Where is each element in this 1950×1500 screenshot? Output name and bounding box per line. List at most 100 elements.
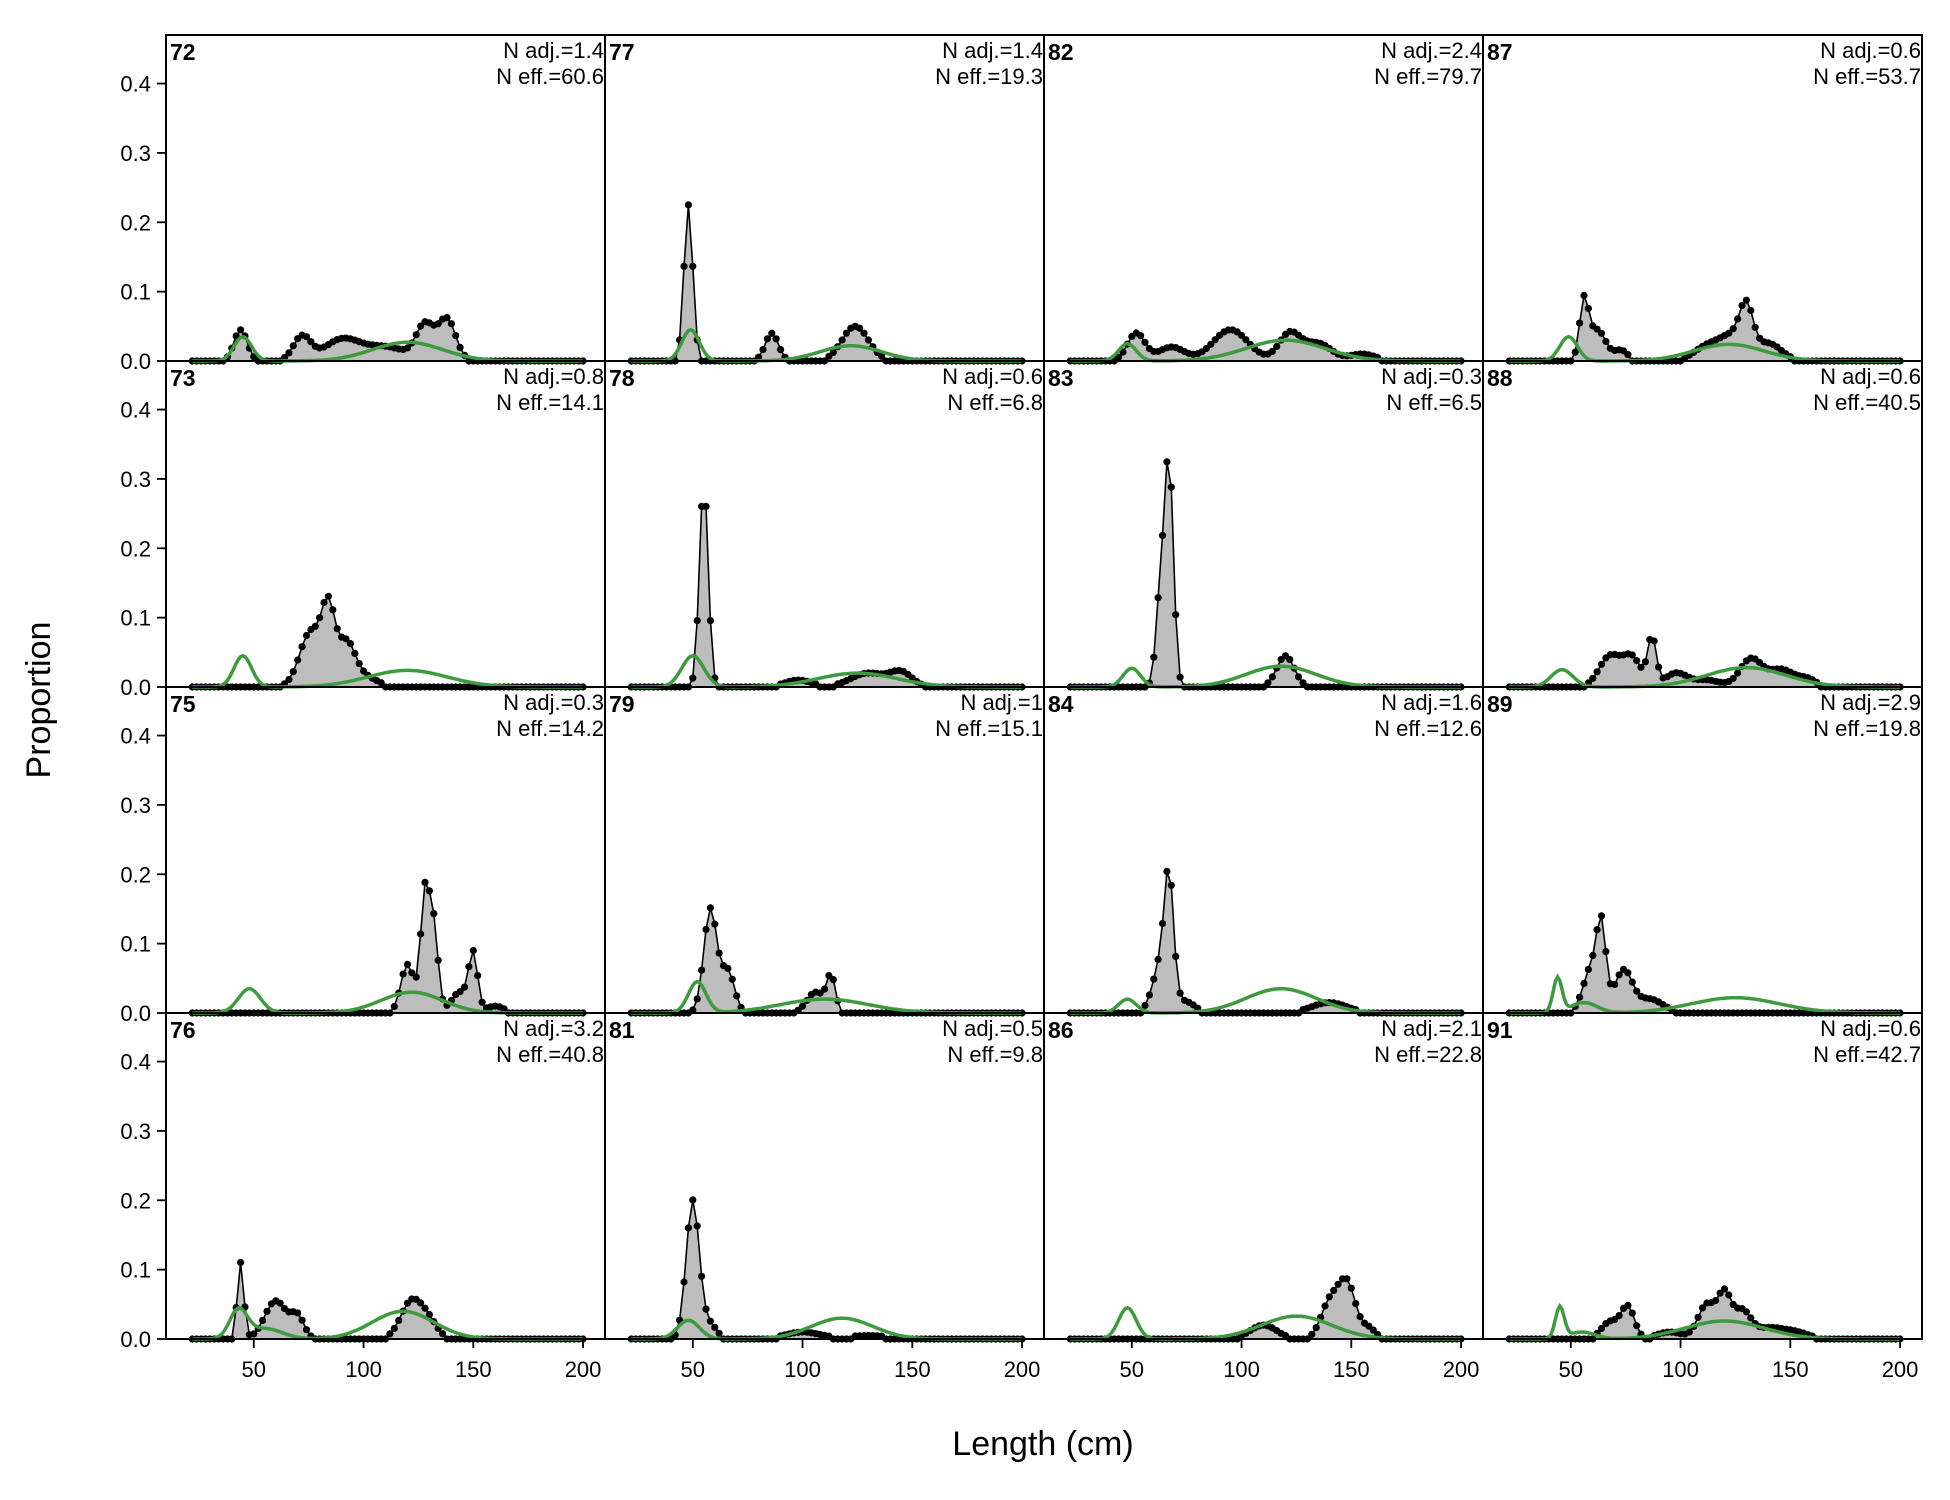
n-eff-text: N eff.=19.3	[935, 64, 1043, 89]
panel-79: 79 N adj.=1N eff.=15.1	[604, 686, 1045, 1017]
observed-point	[1738, 301, 1746, 310]
observed-point	[1615, 971, 1623, 979]
observed-point	[276, 1299, 284, 1307]
observed-point	[1268, 347, 1276, 355]
observed-point	[1286, 655, 1294, 664]
observed-point	[715, 949, 723, 957]
observed-point	[390, 1002, 398, 1011]
panel-label: 86	[1048, 1017, 1074, 1043]
observed-point	[1352, 1300, 1360, 1308]
observed-point	[1295, 673, 1303, 681]
n-eff-text: N eff.=12.6	[1374, 716, 1482, 741]
observed-point	[724, 964, 732, 973]
observed-point	[237, 1258, 245, 1267]
observed-point	[355, 660, 363, 668]
observed-point	[1720, 1285, 1729, 1293]
observed-point	[829, 348, 837, 356]
expected-line	[192, 986, 583, 1015]
observed-point	[1154, 955, 1162, 964]
n-adj-text: N adj.=0.6	[1820, 1016, 1921, 1041]
observed-point	[1167, 881, 1175, 889]
observed-point	[1633, 657, 1641, 665]
panel-label: 76	[170, 1017, 196, 1043]
observed-point	[417, 322, 425, 330]
x-tick-label: 100	[1662, 1357, 1699, 1382]
y-tick-label: 0.2	[120, 1188, 151, 1213]
x-tick-label: 150	[1333, 1357, 1370, 1382]
observed-point	[302, 333, 311, 341]
observed-point	[1597, 912, 1606, 920]
n-adj-text: N adj.=3.2	[503, 1016, 604, 1041]
observed-point	[1334, 1280, 1342, 1288]
observed-point	[1580, 291, 1588, 299]
observed-point	[1163, 458, 1171, 466]
observed-point	[1163, 867, 1171, 876]
n-adj-text: N adj.=1.6	[1381, 690, 1482, 715]
observed-point	[1115, 353, 1123, 361]
observed-point	[1589, 951, 1597, 960]
n-eff-text: N eff.=9.8	[947, 1042, 1043, 1067]
n-adj-text: N adj.=0.8	[503, 364, 604, 389]
observed-point	[1150, 975, 1158, 983]
observed-point	[711, 920, 719, 928]
observed-point	[763, 335, 772, 343]
observed-point	[772, 335, 780, 343]
observed-point	[706, 904, 715, 912]
observed-point	[1615, 1312, 1623, 1320]
observed-point	[478, 998, 486, 1006]
observed-point	[759, 346, 767, 354]
observed-point	[1694, 1313, 1702, 1321]
observed-area	[631, 506, 1023, 687]
panel-label: 88	[1487, 365, 1513, 391]
panel-73: 73 N adj.=0.8N eff.=14.1	[165, 360, 606, 691]
observed-point	[1580, 979, 1588, 988]
panel-label: 73	[170, 365, 196, 391]
observed-point	[1369, 1326, 1377, 1334]
x-tick-label: 100	[1223, 1357, 1260, 1382]
panel-label: 81	[609, 1017, 635, 1043]
observed-point	[302, 631, 311, 640]
observed-point	[1158, 531, 1167, 540]
observed-point	[412, 331, 420, 339]
panel-82: 82 N adj.=2.4N eff.=79.7	[1043, 34, 1484, 365]
observed-point	[698, 1272, 706, 1280]
n-eff-text: N eff.=14.1	[496, 390, 604, 415]
observed-point	[693, 617, 701, 625]
observed-point	[417, 930, 425, 938]
panel-72: 72 N adj.=1.4N eff.=60.6	[165, 34, 606, 365]
x-tick-label: 150	[1772, 1357, 1809, 1382]
x-tick-label: 200	[1443, 1357, 1480, 1382]
observed-point	[1597, 329, 1606, 337]
panel-76: 76 N adj.=3.2N eff.=40.8	[165, 1012, 606, 1343]
observed-point	[1576, 319, 1584, 327]
observed-point	[403, 344, 412, 352]
y-tick-label: 0.1	[120, 606, 151, 631]
observed-point	[698, 966, 706, 974]
panel-78: 78 N adj.=0.6N eff.=6.8	[604, 360, 1045, 691]
observed-point	[289, 668, 297, 676]
panel-label: 79	[609, 691, 635, 717]
n-eff-text: N eff.=40.8	[496, 1042, 604, 1067]
axes: 0.0 0.1 0.2 0.3 0.4 0.0 0.1 0.2 0.3 0.4 0.0 0.1 0.2 0…	[120, 72, 1918, 1382]
panel-label: 77	[609, 39, 635, 65]
observed-point	[842, 329, 851, 337]
observed-point	[1747, 306, 1755, 315]
panel-88: 88 N adj.=0.6N eff.=40.5	[1482, 360, 1923, 691]
observed-point	[390, 1324, 398, 1332]
observed-point	[430, 910, 438, 918]
observed-point	[1325, 1293, 1333, 1301]
panel-grid: 72 N adj.=1.4N eff.=60.677 N adj.=1.4N eff…	[165, 34, 1923, 1343]
observed-point	[1628, 651, 1636, 659]
observed-point	[285, 349, 293, 357]
panel-89: 89 N adj.=2.9N eff.=19.8	[1482, 686, 1923, 1017]
y-tick-label: 0.3	[120, 141, 151, 166]
y-tick-label: 0.0	[120, 675, 151, 700]
observed-point	[320, 598, 328, 607]
panel-75: 75 N adj.=0.3N eff.=14.2	[165, 686, 606, 1017]
observed-point	[733, 992, 741, 1000]
observed-line	[1070, 461, 1461, 688]
panel-81: 81 N adj.=0.5N eff.=9.8	[604, 1012, 1045, 1343]
panel-87: 87 N adj.=0.6N eff.=53.7	[1482, 34, 1923, 365]
panel-label: 91	[1487, 1017, 1513, 1043]
